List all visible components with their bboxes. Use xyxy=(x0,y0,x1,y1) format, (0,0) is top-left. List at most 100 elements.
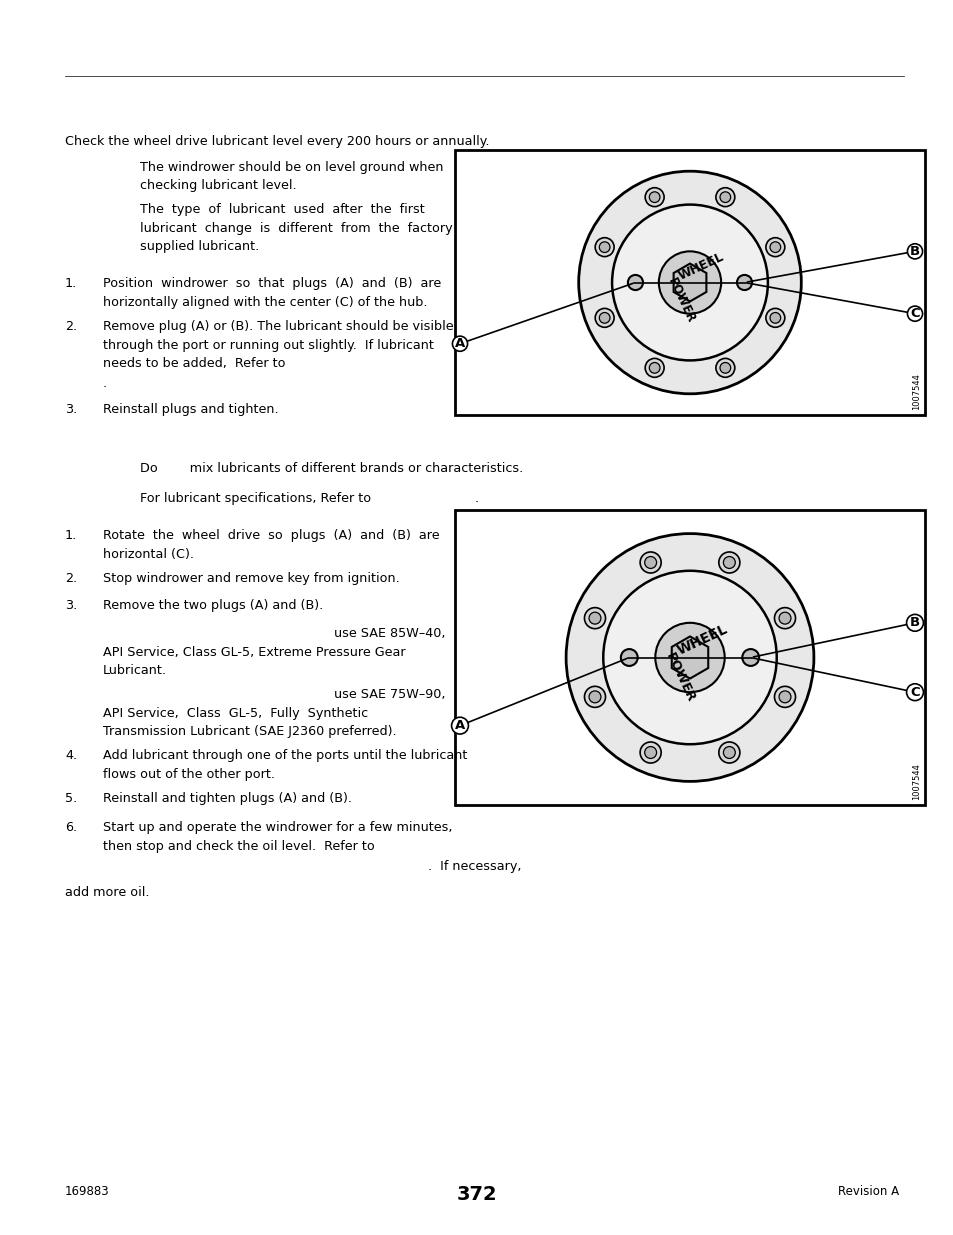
Circle shape xyxy=(452,336,467,351)
Circle shape xyxy=(620,650,637,666)
Circle shape xyxy=(627,275,642,290)
Circle shape xyxy=(718,552,740,573)
Circle shape xyxy=(595,309,614,327)
Circle shape xyxy=(906,243,922,259)
Text: add more oil.: add more oil. xyxy=(65,885,150,899)
Circle shape xyxy=(644,747,656,758)
Circle shape xyxy=(718,742,740,763)
Text: 1.: 1. xyxy=(65,529,77,542)
Text: A: A xyxy=(455,719,465,732)
Circle shape xyxy=(765,309,784,327)
Text: Add lubricant through one of the ports until the lubricant: Add lubricant through one of the ports u… xyxy=(103,750,467,762)
Circle shape xyxy=(588,613,600,624)
Circle shape xyxy=(644,188,663,206)
Text: WHEEL: WHEEL xyxy=(676,251,725,283)
Text: flows out of the other port.: flows out of the other port. xyxy=(103,768,274,781)
Text: 1007544: 1007544 xyxy=(911,763,921,800)
Text: .: . xyxy=(103,378,107,390)
Circle shape xyxy=(722,557,735,568)
Text: lubricant  change  is  different  from  the  factory: lubricant change is different from the f… xyxy=(140,222,452,235)
Text: Stop windrower and remove key from ignition.: Stop windrower and remove key from ignit… xyxy=(103,572,399,584)
Text: 2.: 2. xyxy=(65,320,77,333)
Text: WHEEL: WHEEL xyxy=(674,622,729,658)
Circle shape xyxy=(598,312,609,324)
Text: 5.: 5. xyxy=(65,792,77,805)
Text: 4.: 4. xyxy=(65,750,77,762)
Circle shape xyxy=(774,608,795,629)
Circle shape xyxy=(905,614,923,631)
Circle shape xyxy=(722,747,735,758)
Circle shape xyxy=(769,242,780,252)
Text: C: C xyxy=(909,685,919,699)
Text: Rotate  the  wheel  drive  so  plugs  (A)  and  (B)  are: Rotate the wheel drive so plugs (A) and … xyxy=(103,529,439,542)
Text: 6.: 6. xyxy=(65,821,77,835)
Text: Reinstall plugs and tighten.: Reinstall plugs and tighten. xyxy=(103,404,278,416)
Text: checking lubricant level.: checking lubricant level. xyxy=(140,179,296,193)
Text: 169883: 169883 xyxy=(65,1186,110,1198)
Text: C: C xyxy=(909,308,919,320)
Circle shape xyxy=(584,687,605,708)
Text: Start up and operate the windrower for a few minutes,: Start up and operate the windrower for a… xyxy=(103,821,452,835)
Text: 1007544: 1007544 xyxy=(911,373,921,410)
Circle shape xyxy=(639,552,660,573)
Text: Lubricant.: Lubricant. xyxy=(103,664,167,677)
Text: Transmission Lubricant (SAE J2360 preferred).: Transmission Lubricant (SAE J2360 prefer… xyxy=(103,725,396,739)
Circle shape xyxy=(779,690,790,703)
Text: POWER: POWER xyxy=(664,275,697,325)
Text: B: B xyxy=(909,616,919,630)
Circle shape xyxy=(451,718,468,734)
Text: 3.: 3. xyxy=(65,599,77,613)
Circle shape xyxy=(659,252,720,314)
Text: Position  windrower  so  that  plugs  (A)  and  (B)  are: Position windrower so that plugs (A) and… xyxy=(103,278,441,290)
Text: use SAE 75W–90,: use SAE 75W–90, xyxy=(334,688,444,701)
Text: API Service,  Class  GL-5,  Fully  Synthetic: API Service, Class GL-5, Fully Synthetic xyxy=(103,706,368,720)
Circle shape xyxy=(598,242,609,252)
Circle shape xyxy=(595,237,614,257)
Circle shape xyxy=(578,172,801,394)
Text: API Service, Class GL-5, Extreme Pressure Gear: API Service, Class GL-5, Extreme Pressur… xyxy=(103,646,405,658)
Circle shape xyxy=(741,650,759,666)
Circle shape xyxy=(715,358,734,378)
Text: use SAE 85W–40,: use SAE 85W–40, xyxy=(334,627,444,640)
Text: supplied lubricant.: supplied lubricant. xyxy=(140,241,259,253)
Circle shape xyxy=(737,275,751,290)
Circle shape xyxy=(720,363,730,373)
Text: Reinstall and tighten plugs (A) and (B).: Reinstall and tighten plugs (A) and (B). xyxy=(103,792,352,805)
Circle shape xyxy=(905,684,923,700)
Text: Remove plug (A) or (B). The lubricant should be visible: Remove plug (A) or (B). The lubricant sh… xyxy=(103,320,453,333)
Text: For lubricant specifications, Refer to: For lubricant specifications, Refer to xyxy=(140,492,371,505)
Circle shape xyxy=(769,312,780,324)
Circle shape xyxy=(639,742,660,763)
Text: 1.: 1. xyxy=(65,278,77,290)
Text: B: B xyxy=(909,245,919,258)
Circle shape xyxy=(655,622,724,692)
Text: Do        mix lubricants of different brands or characteristics.: Do mix lubricants of different brands or… xyxy=(140,462,522,475)
Text: 3.: 3. xyxy=(65,404,77,416)
Circle shape xyxy=(644,557,656,568)
Text: 2.: 2. xyxy=(65,572,77,584)
Circle shape xyxy=(774,687,795,708)
Text: 372: 372 xyxy=(456,1186,497,1204)
Polygon shape xyxy=(671,636,707,678)
Text: POWER: POWER xyxy=(662,651,697,704)
Circle shape xyxy=(584,608,605,629)
Text: .: . xyxy=(475,492,478,505)
Text: Revision A: Revision A xyxy=(837,1186,898,1198)
Text: Check the wheel drive lubricant level every 200 hours or annually.: Check the wheel drive lubricant level ev… xyxy=(65,135,489,148)
Circle shape xyxy=(649,363,659,373)
Text: The windrower should be on level ground when: The windrower should be on level ground … xyxy=(140,161,443,174)
Text: through the port or running out slightly.  If lubricant: through the port or running out slightly… xyxy=(103,338,434,352)
Circle shape xyxy=(602,571,776,745)
Text: horizontal (C).: horizontal (C). xyxy=(103,547,193,561)
Circle shape xyxy=(612,205,767,361)
Circle shape xyxy=(649,191,659,203)
Circle shape xyxy=(720,191,730,203)
Circle shape xyxy=(715,188,734,206)
Text: .  If necessary,: . If necessary, xyxy=(428,861,521,873)
Circle shape xyxy=(588,690,600,703)
Text: Remove the two plugs (A) and (B).: Remove the two plugs (A) and (B). xyxy=(103,599,323,613)
Text: The  type  of  lubricant  used  after  the  first: The type of lubricant used after the fir… xyxy=(140,204,424,216)
Circle shape xyxy=(765,237,784,257)
Text: A: A xyxy=(455,337,465,351)
Text: horizontally aligned with the center (C) of the hub.: horizontally aligned with the center (C)… xyxy=(103,296,427,309)
